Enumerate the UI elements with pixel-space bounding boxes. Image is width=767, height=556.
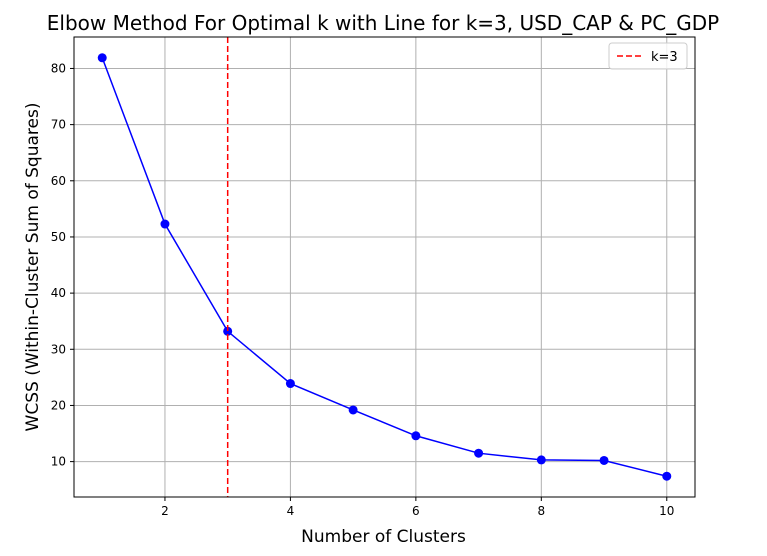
data-point-k5 xyxy=(348,405,358,415)
plot-frame xyxy=(73,36,696,498)
y-axis-label: WCSS (Within-Cluster Sum of Squares) xyxy=(23,103,43,432)
y-tick-label-50: 50 xyxy=(51,230,66,244)
y-tick-label-20: 20 xyxy=(51,398,66,412)
data-point-k7 xyxy=(474,448,484,458)
y-tick-label-30: 30 xyxy=(51,342,66,356)
y-tick-label-40: 40 xyxy=(51,286,66,300)
x-axis-label: Number of Clusters xyxy=(301,527,466,547)
x-tick-label-10: 10 xyxy=(659,504,674,518)
y-tick-label-80: 80 xyxy=(51,61,66,75)
data-point-k6 xyxy=(411,431,421,441)
series-layer xyxy=(97,53,672,481)
data-point-k1 xyxy=(97,53,107,63)
data-point-k9 xyxy=(599,455,609,465)
x-tick-label-2: 2 xyxy=(161,504,169,518)
grid xyxy=(74,37,695,497)
legend-k3-label: k=3 xyxy=(651,50,678,65)
y-axis-ticks: 10 20 30 40 50 60 70 80 xyxy=(51,61,74,469)
x-tick-label-4: 4 xyxy=(287,504,295,518)
data-point-k8 xyxy=(536,455,546,465)
legend: k=3 xyxy=(608,42,688,70)
x-axis-ticks: 2 4 6 8 10 xyxy=(161,497,674,518)
chart-title: Elbow Method For Optimal k with Line for… xyxy=(47,11,719,35)
data-point-k10 xyxy=(662,471,672,481)
series-line-0 xyxy=(101,57,667,477)
x-tick-label-8: 8 xyxy=(537,504,545,518)
legend-box xyxy=(608,42,688,70)
y-tick-label-60: 60 xyxy=(51,174,66,188)
data-point-k2 xyxy=(160,219,170,229)
y-tick-label-70: 70 xyxy=(51,118,66,132)
data-point-k3 xyxy=(223,326,233,336)
data-point-k4 xyxy=(285,379,295,389)
x-tick-label-6: 6 xyxy=(412,504,420,518)
y-tick-label-10: 10 xyxy=(51,455,66,469)
